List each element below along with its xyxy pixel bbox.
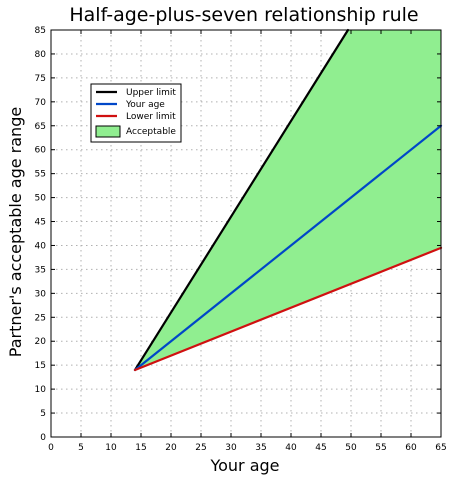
y-tick-label: 45 bbox=[35, 218, 46, 228]
x-tick-label: 15 bbox=[135, 443, 146, 453]
y-tick-label: 40 bbox=[35, 241, 47, 251]
x-tick-label: 30 bbox=[225, 443, 237, 453]
series-layer bbox=[133, 28, 443, 372]
x-tick-label: 45 bbox=[315, 443, 326, 453]
plot-frame bbox=[50, 29, 442, 438]
y-tick-label: 65 bbox=[35, 122, 46, 132]
x-tick-label: 0 bbox=[48, 443, 54, 453]
y-tick-label: 35 bbox=[35, 265, 46, 275]
y-tick-label: 85 bbox=[35, 26, 46, 36]
acceptable-region bbox=[135, 30, 441, 370]
y-tick-label: 20 bbox=[35, 337, 47, 347]
legend-swatch bbox=[95, 125, 121, 138]
fill-layer bbox=[135, 30, 441, 370]
y-tick-label: 30 bbox=[35, 289, 47, 299]
legend-entry: Acceptable bbox=[126, 127, 176, 137]
axes bbox=[50, 29, 442, 438]
legend-entry: Lower limit bbox=[126, 112, 176, 122]
y-tick-label: 80 bbox=[35, 50, 47, 60]
y-tick-label: 50 bbox=[35, 194, 47, 204]
y-tick-label: 70 bbox=[35, 98, 47, 108]
y-tick-label: 5 bbox=[40, 409, 46, 419]
x-tick-label: 60 bbox=[405, 443, 417, 453]
x-tick-label: 50 bbox=[345, 443, 357, 453]
legend-entry: Your age bbox=[125, 100, 165, 110]
x-tick-label: 55 bbox=[375, 443, 386, 453]
y-axis-label: Partner's acceptable age range bbox=[6, 107, 25, 357]
legend-entry: Upper limit bbox=[126, 88, 176, 98]
y-tick-label: 60 bbox=[35, 146, 47, 156]
x-tick-label: 40 bbox=[285, 443, 297, 453]
y-tick-label: 75 bbox=[35, 74, 46, 84]
y-tick-label: 0 bbox=[40, 433, 46, 443]
series-line-your-age bbox=[133, 124, 443, 372]
x-tick-label: 65 bbox=[435, 443, 446, 453]
x-tick-label: 35 bbox=[255, 443, 266, 453]
x-tick-label: 20 bbox=[165, 443, 177, 453]
ticks: 0 5 10 15 20 25 30 35 40 45 50 55 60 65 0 5 10 15 20 25 30 35… bbox=[35, 26, 447, 453]
x-tick-label: 25 bbox=[195, 443, 206, 453]
y-tick-label: 10 bbox=[35, 385, 47, 395]
x-tick-label: 5 bbox=[78, 443, 84, 453]
y-tick-label: 55 bbox=[35, 170, 46, 180]
y-tick-label: 15 bbox=[35, 361, 46, 371]
x-tick-label: 10 bbox=[105, 443, 117, 453]
legend: Upper limit Your age Lower limit Acceptable bbox=[90, 83, 182, 143]
series-line-lower-limit bbox=[133, 246, 443, 372]
chart-title: Half-age-plus-seven relationship rule bbox=[69, 4, 418, 26]
series-line-upper-limit bbox=[133, 28, 350, 372]
y-tick-label: 25 bbox=[35, 313, 46, 323]
x-axis-label: Your age bbox=[209, 456, 279, 475]
